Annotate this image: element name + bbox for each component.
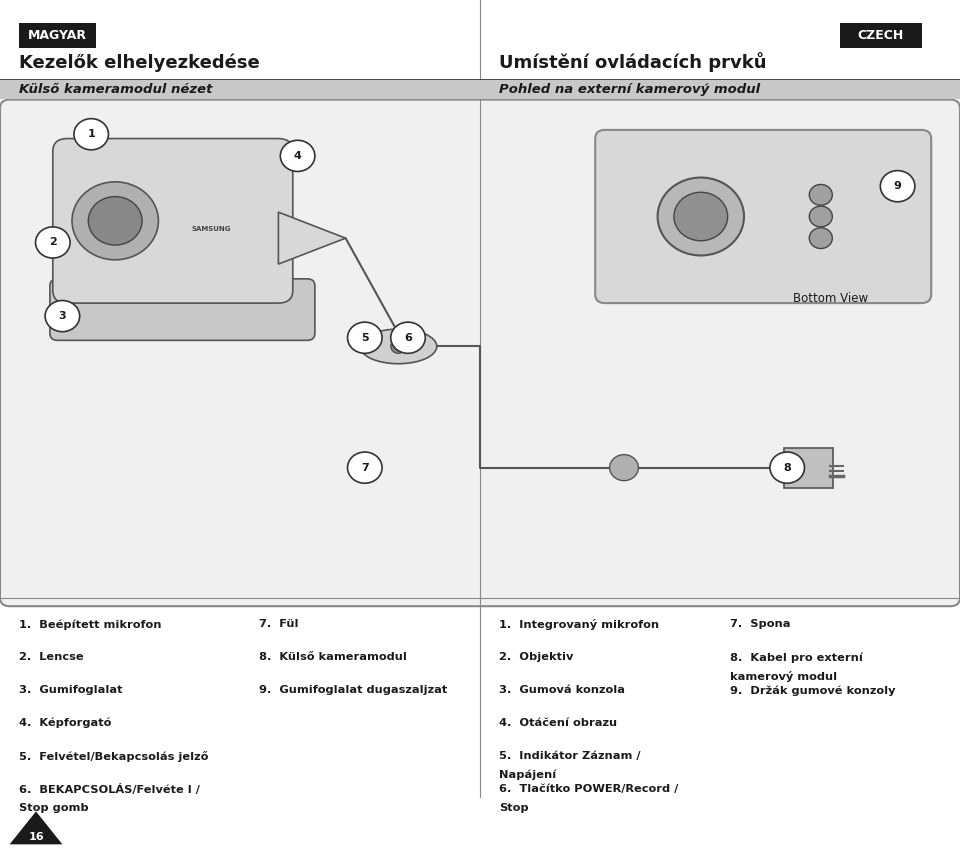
Circle shape [348, 452, 382, 483]
Circle shape [658, 178, 744, 255]
Text: 16: 16 [28, 832, 44, 843]
Text: Napájení: Napájení [499, 770, 557, 780]
Text: 8: 8 [783, 462, 791, 473]
Circle shape [391, 322, 425, 353]
Text: 3.  Gumifoglalat: 3. Gumifoglalat [19, 685, 123, 695]
Text: 8.  Külső kameramodul: 8. Külső kameramodul [259, 652, 407, 662]
Text: Kezelők elhelyezkedése: Kezelők elhelyezkedése [19, 53, 260, 72]
FancyBboxPatch shape [595, 130, 931, 303]
Text: 4.  Otáčení obrazu: 4. Otáčení obrazu [499, 718, 617, 728]
Text: Stop: Stop [499, 803, 529, 813]
Text: 8.  Kabel pro externí: 8. Kabel pro externí [730, 652, 862, 662]
Ellipse shape [360, 329, 437, 364]
Polygon shape [278, 212, 346, 264]
Text: Umístění ovládacích prvků: Umístění ovládacích prvků [499, 52, 767, 73]
Circle shape [610, 455, 638, 481]
Text: 1.  Beépített mikrofon: 1. Beépített mikrofon [19, 619, 161, 630]
Text: MAGYAR: MAGYAR [28, 29, 87, 42]
Circle shape [348, 322, 382, 353]
Text: CZECH: CZECH [857, 29, 904, 42]
Circle shape [280, 140, 315, 171]
FancyBboxPatch shape [0, 80, 960, 99]
Polygon shape [10, 811, 62, 844]
Text: kamerový modul: kamerový modul [730, 671, 837, 682]
FancyBboxPatch shape [840, 23, 922, 48]
Text: Külső kameramodul nézet: Külső kameramodul nézet [19, 82, 213, 96]
Circle shape [770, 452, 804, 483]
Circle shape [809, 228, 832, 249]
Text: 3: 3 [59, 311, 66, 321]
Text: 5.  Indikátor Záznam /: 5. Indikátor Záznam / [499, 751, 640, 761]
Text: SAMSUNG: SAMSUNG [191, 227, 231, 232]
FancyBboxPatch shape [19, 23, 96, 48]
Text: 6.  BEKAPCSOLÁS/Felvéte l /: 6. BEKAPCSOLÁS/Felvéte l / [19, 784, 200, 795]
Text: 2: 2 [49, 237, 57, 248]
Text: 9.  Gumifoglalat dugaszaljzat: 9. Gumifoglalat dugaszaljzat [259, 685, 447, 695]
Text: 9: 9 [894, 181, 901, 191]
Text: 7: 7 [361, 462, 369, 473]
Text: 7.  Fül: 7. Fül [259, 619, 299, 630]
Text: 5: 5 [361, 333, 369, 343]
Circle shape [880, 171, 915, 202]
Circle shape [809, 206, 832, 227]
Text: Pohled na externí kamerový modul: Pohled na externí kamerový modul [499, 82, 760, 96]
Text: 7.  Spona: 7. Spona [730, 619, 790, 630]
FancyBboxPatch shape [0, 100, 960, 606]
Circle shape [36, 227, 70, 258]
Circle shape [45, 301, 80, 332]
Text: 4: 4 [294, 151, 301, 161]
FancyBboxPatch shape [784, 448, 833, 488]
Circle shape [72, 182, 158, 260]
FancyBboxPatch shape [50, 279, 315, 340]
Text: 9.  Držák gumové konzoly: 9. Držák gumové konzoly [730, 685, 895, 695]
Text: 2.  Lencse: 2. Lencse [19, 652, 84, 662]
Text: 4.  Képforgató: 4. Képforgató [19, 718, 111, 728]
Text: 1.  Integrovaný mikrofon: 1. Integrovaný mikrofon [499, 619, 660, 630]
Circle shape [88, 197, 142, 245]
Text: Bottom View: Bottom View [793, 292, 868, 306]
Circle shape [391, 339, 406, 353]
Text: Stop gomb: Stop gomb [19, 803, 89, 813]
Circle shape [74, 119, 108, 150]
Text: 3.  Gumová konzola: 3. Gumová konzola [499, 685, 625, 695]
Circle shape [674, 192, 728, 241]
Text: 6.  Tlačítko POWER/Record /: 6. Tlačítko POWER/Record / [499, 784, 679, 794]
Text: 1: 1 [87, 129, 95, 139]
Text: 2.  Objektiv: 2. Objektiv [499, 652, 573, 662]
Text: 5.  Felvétel/Bekapcsolás jelző: 5. Felvétel/Bekapcsolás jelző [19, 751, 208, 762]
Circle shape [809, 184, 832, 205]
FancyBboxPatch shape [53, 139, 293, 303]
Text: 6: 6 [404, 333, 412, 343]
